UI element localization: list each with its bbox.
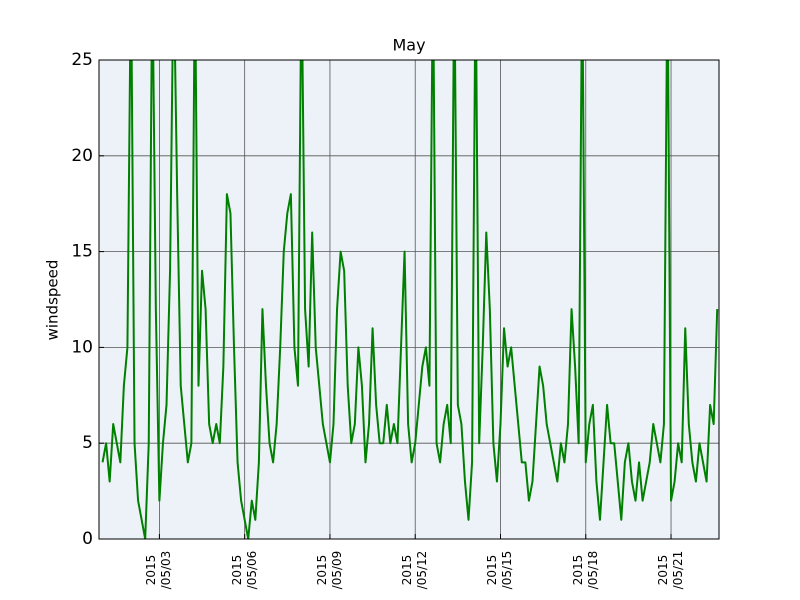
data-line: [101, 60, 719, 539]
x-tick-label: 2015 /05/18: [570, 550, 600, 590]
x-tick-label: 2015 /05/15: [485, 550, 515, 590]
x-tick-label: 2015 /05/03: [144, 550, 174, 590]
y-tick-label: 5: [82, 433, 93, 453]
x-tick-label: 2015 /05/21: [656, 550, 686, 590]
x-tick-label: 2015 /05/09: [314, 550, 344, 590]
y-tick-label: 10: [71, 337, 93, 357]
chart-title: May: [392, 36, 425, 55]
y-tick-label: 25: [71, 50, 93, 70]
x-tick-label: 2015 /05/12: [400, 550, 430, 590]
y-axis-label: windspeed: [44, 260, 62, 341]
plot-frame: [98, 59, 720, 540]
y-tick-label: 15: [71, 242, 93, 262]
x-tick-label: 2015 /05/06: [229, 550, 259, 590]
y-tick-label: 20: [71, 146, 93, 166]
y-tick-label: 0: [82, 529, 93, 549]
series: [101, 60, 719, 539]
